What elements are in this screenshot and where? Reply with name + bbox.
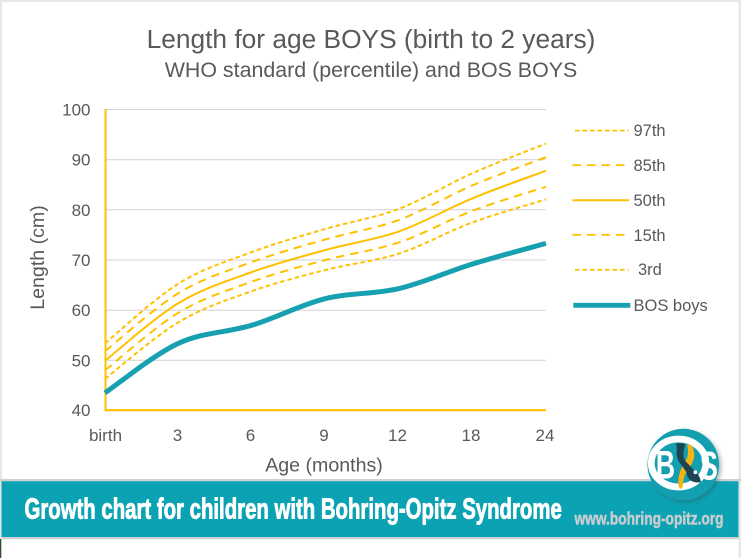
svg-text:18: 18 — [462, 426, 481, 445]
svg-text:S: S — [700, 444, 718, 489]
svg-text:70: 70 — [72, 251, 91, 270]
svg-text:100: 100 — [62, 101, 90, 120]
svg-text:12: 12 — [388, 426, 407, 445]
svg-text:50: 50 — [72, 351, 91, 370]
svg-text:80: 80 — [72, 201, 91, 220]
svg-text:90: 90 — [72, 151, 91, 170]
svg-text:3: 3 — [173, 426, 182, 445]
svg-text:B: B — [656, 443, 675, 488]
svg-text:24: 24 — [536, 426, 555, 445]
svg-text:Length for age BOYS (birth to: Length for age BOYS (birth to 2 years) — [147, 24, 596, 54]
svg-text:3rd: 3rd — [638, 261, 662, 279]
svg-text:60: 60 — [72, 301, 91, 320]
svg-text:birth: birth — [89, 426, 122, 445]
svg-text:www.bohring-opitz.org: www.bohring-opitz.org — [574, 510, 724, 529]
svg-text:Growth chart for children with: Growth chart for children with Bohring-O… — [25, 493, 562, 525]
svg-text:15th: 15th — [634, 227, 666, 245]
svg-text:50th: 50th — [634, 192, 666, 210]
svg-text:6: 6 — [246, 426, 255, 445]
svg-text:85th: 85th — [634, 157, 666, 175]
svg-text:BOS boys: BOS boys — [634, 297, 708, 315]
svg-text:9: 9 — [319, 426, 328, 445]
svg-text:97th: 97th — [634, 122, 666, 140]
svg-text:Age (months): Age (months) — [265, 455, 383, 477]
svg-text:Length (cm): Length (cm) — [27, 205, 49, 310]
svg-text:40: 40 — [72, 401, 91, 420]
svg-text:WHO standard (percentile) and: WHO standard (percentile) and BOS BOYS — [165, 58, 578, 82]
